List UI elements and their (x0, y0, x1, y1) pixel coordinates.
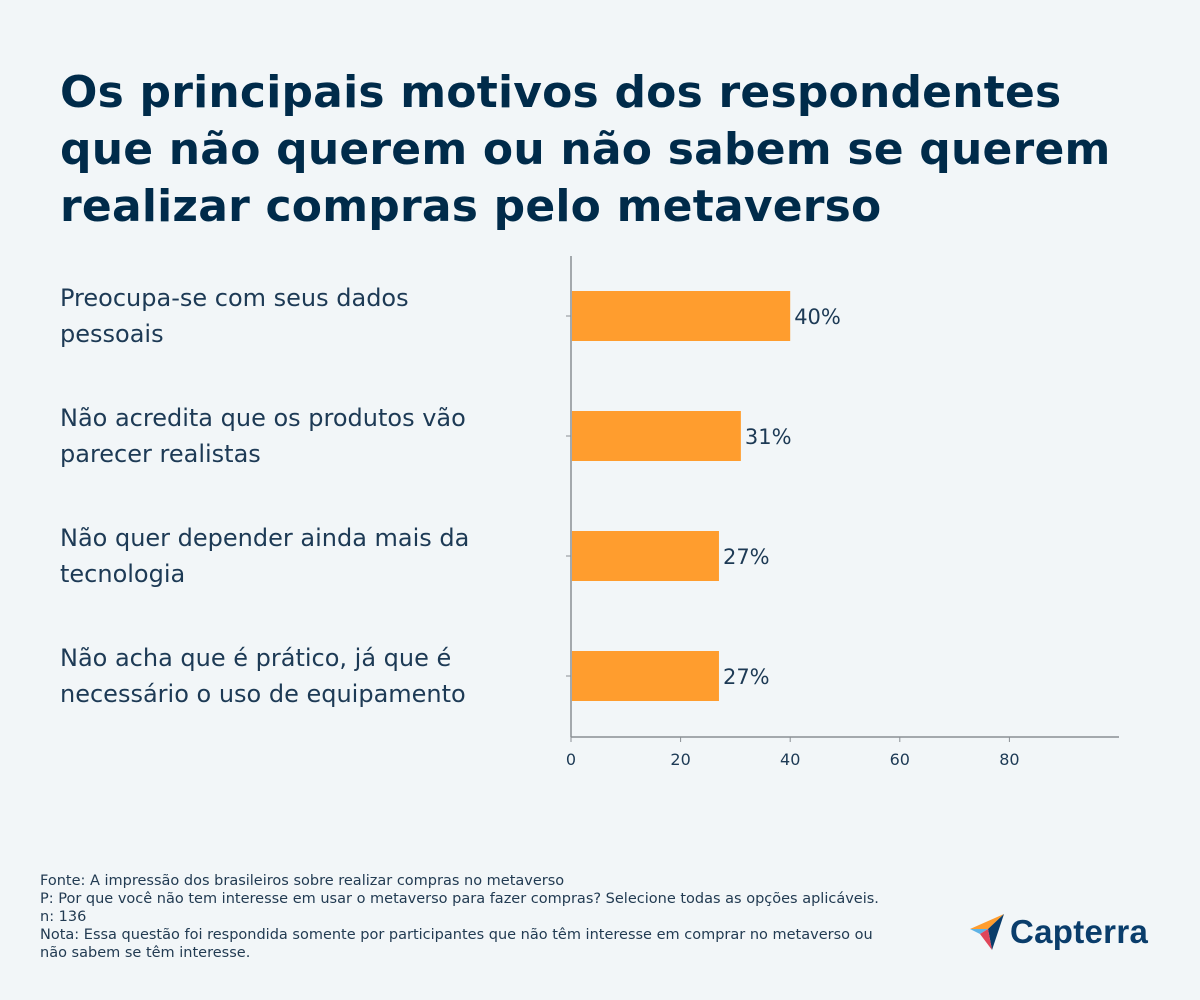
category-label-line: Não quer depender ainda mais da (60, 524, 470, 552)
capterra-logo: Capterra (968, 910, 1168, 954)
category-label-line: pessoais (60, 320, 164, 348)
question-note: P: Por que você não tem interesse em usa… (40, 891, 879, 907)
source-note: Fonte: A impressão dos brasileiros sobre… (40, 873, 565, 889)
chart-title: Os principais motivos dos respondentes q… (60, 64, 1160, 235)
category-label-line: necessário o uso de equipamento (60, 680, 466, 708)
footer-notes: Fonte: A impressão dos brasileiros sobre… (40, 872, 910, 962)
category-label-line: Não acha que é prático, já que é (60, 644, 452, 672)
bar-value-label: 31% (745, 425, 792, 449)
category-label: Não acredita que os produtos vão parecer… (60, 400, 530, 472)
category-label: Não acha que é prático, já que é necessá… (60, 640, 530, 712)
bar (572, 651, 719, 701)
bar-value-label: 40% (794, 305, 841, 329)
title-line: que não querem ou não sabem se querem (60, 124, 1111, 175)
category-label-line: parecer realistas (60, 440, 261, 468)
note-line: não sabem se têm interesse. (40, 945, 251, 961)
bar (572, 291, 791, 341)
title-line: realizar compras pelo metaverso (60, 181, 882, 232)
bar-value-label: 27% (723, 545, 770, 569)
x-tick-label: 80 (999, 750, 1019, 769)
x-tick-label: 0 (566, 750, 576, 769)
title-line: Os principais motivos dos respondentes (60, 67, 1062, 118)
category-label-line: Não acredita que os produtos vão (60, 404, 466, 432)
category-label-line: Preocupa-se com seus dados (60, 284, 409, 312)
x-tick-label: 20 (670, 750, 690, 769)
category-label-line: tecnologia (60, 560, 186, 588)
x-tick-label: 60 (890, 750, 910, 769)
category-label: Não quer depender ainda mais da tecnolog… (60, 520, 530, 592)
category-label: Preocupa-se com seus dados pessoais (60, 280, 530, 352)
bar (572, 531, 719, 581)
x-tick-label: 40 (780, 750, 800, 769)
note-line: Nota: Essa questão foi respondida soment… (40, 927, 873, 943)
bar (572, 411, 741, 461)
sample-size-note: n: 136 (40, 909, 87, 925)
capterra-arrow-icon (970, 914, 1004, 950)
bar-value-label: 27% (723, 665, 770, 689)
logo-text: Capterra (1010, 913, 1149, 950)
